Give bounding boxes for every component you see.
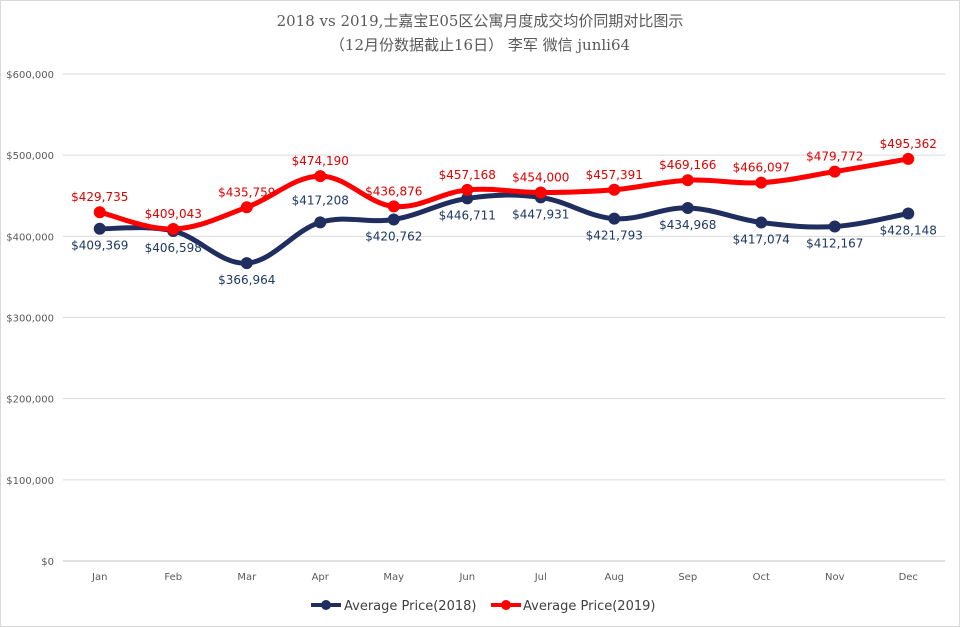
- data-label-2018: $446,711: [439, 208, 496, 222]
- data-label-2018: $406,598: [145, 241, 202, 255]
- x-tick-label: Jul: [534, 572, 547, 583]
- data-label-2019: $409,043: [145, 207, 202, 221]
- chart-title-line2: （12月份数据截止16日） 李军 微信 junli64: [330, 36, 630, 54]
- y-tick-label: $600,000: [6, 70, 54, 81]
- data-point-2018: [314, 216, 327, 229]
- legend-label-2019: Average Price(2019): [523, 599, 655, 614]
- series-2019: $429,735 $409,043 $435,759 $474,190 $436,876…: [71, 137, 937, 235]
- chart-title-line1: 2018 vs 2019,士嘉宝E05区公寓月度成交均价同期对比图示: [277, 12, 684, 30]
- y-axis-tick-labels: $0 $100,000 $200,000 $300,000 $400,000 $500,0…: [6, 70, 54, 568]
- x-tick-label: Apr: [312, 572, 330, 583]
- y-tick-label: $200,000: [6, 395, 54, 406]
- data-point-2018: [387, 213, 400, 226]
- data-point-2018: [608, 212, 621, 225]
- data-label-2018: $420,762: [365, 229, 422, 243]
- legend-marker-2018: [321, 600, 331, 610]
- data-label-2019: $495,362: [880, 137, 937, 151]
- data-point-2019: [314, 170, 327, 183]
- data-label-2019: $436,876: [365, 184, 422, 198]
- data-label-2018: $447,931: [512, 207, 569, 221]
- data-point-2019: [461, 183, 474, 196]
- x-tick-label: Nov: [825, 572, 845, 583]
- data-point-2018: [93, 222, 106, 235]
- data-point-2019: [387, 200, 400, 213]
- data-point-2018: [461, 192, 474, 205]
- data-point-2018: [240, 257, 253, 270]
- data-label-2019: $469,166: [659, 158, 716, 172]
- data-point-2019: [681, 174, 694, 187]
- legend: Average Price(2018) Average Price(2019): [311, 599, 655, 614]
- data-label-2019: $457,391: [586, 168, 643, 182]
- data-point-2019: [608, 183, 621, 196]
- y-tick-label: $0: [41, 557, 54, 568]
- y-tick-label: $400,000: [6, 232, 54, 243]
- legend-label-2018: Average Price(2018): [344, 599, 476, 614]
- data-label-2018: $428,148: [880, 223, 937, 237]
- data-point-2018: [902, 207, 915, 220]
- data-label-2019: $479,772: [806, 150, 863, 164]
- data-label-2018: $409,369: [71, 239, 128, 253]
- data-label-2019: $457,168: [439, 168, 496, 182]
- legend-marker-2019: [501, 600, 511, 610]
- data-label-2018: $421,793: [586, 229, 643, 243]
- data-label-2019: $474,190: [292, 154, 349, 168]
- x-axis-tick-labels: Jan Feb Mar Apr May Jun Jul Aug Sep Oct Nov Dec: [91, 572, 918, 583]
- data-label-2019: $466,097: [733, 161, 790, 175]
- gridlines: [63, 73, 945, 562]
- x-tick-label: Oct: [753, 572, 770, 583]
- data-label-2018: $417,074: [733, 232, 790, 246]
- data-point-2018: [681, 201, 694, 214]
- x-tick-label: Sep: [678, 572, 697, 583]
- x-tick-label: Aug: [604, 572, 624, 583]
- data-point-2019: [240, 201, 253, 214]
- x-tick-label: Feb: [164, 572, 182, 583]
- data-label-2018: $434,968: [659, 218, 716, 232]
- data-point-2019: [902, 152, 915, 165]
- x-tick-label: Dec: [899, 572, 918, 583]
- series-2018: $409,369 $406,598 $366,964 $417,208 $420,762…: [71, 191, 937, 287]
- data-point-2018: [828, 220, 841, 233]
- data-point-2019: [93, 206, 106, 219]
- y-tick-label: $300,000: [6, 314, 54, 325]
- data-point-2018: [755, 216, 768, 229]
- y-tick-label: $500,000: [6, 151, 54, 162]
- data-label-2018: $412,167: [806, 236, 863, 250]
- data-label-2019: $454,000: [512, 171, 569, 185]
- data-label-2019: $435,759: [218, 185, 275, 199]
- data-point-2019: [534, 186, 547, 199]
- x-tick-label: Mar: [237, 572, 257, 583]
- data-point-2019: [755, 176, 768, 189]
- data-label-2019: $429,735: [71, 190, 128, 204]
- data-point-2019: [167, 222, 180, 235]
- x-tick-label: Jun: [458, 572, 475, 583]
- y-tick-label: $100,000: [6, 476, 54, 487]
- x-tick-label: May: [383, 572, 404, 583]
- data-label-2018: $366,964: [218, 273, 275, 287]
- x-tick-label: Jan: [91, 572, 107, 583]
- data-label-2018: $417,208: [292, 193, 349, 207]
- data-point-2019: [828, 165, 841, 178]
